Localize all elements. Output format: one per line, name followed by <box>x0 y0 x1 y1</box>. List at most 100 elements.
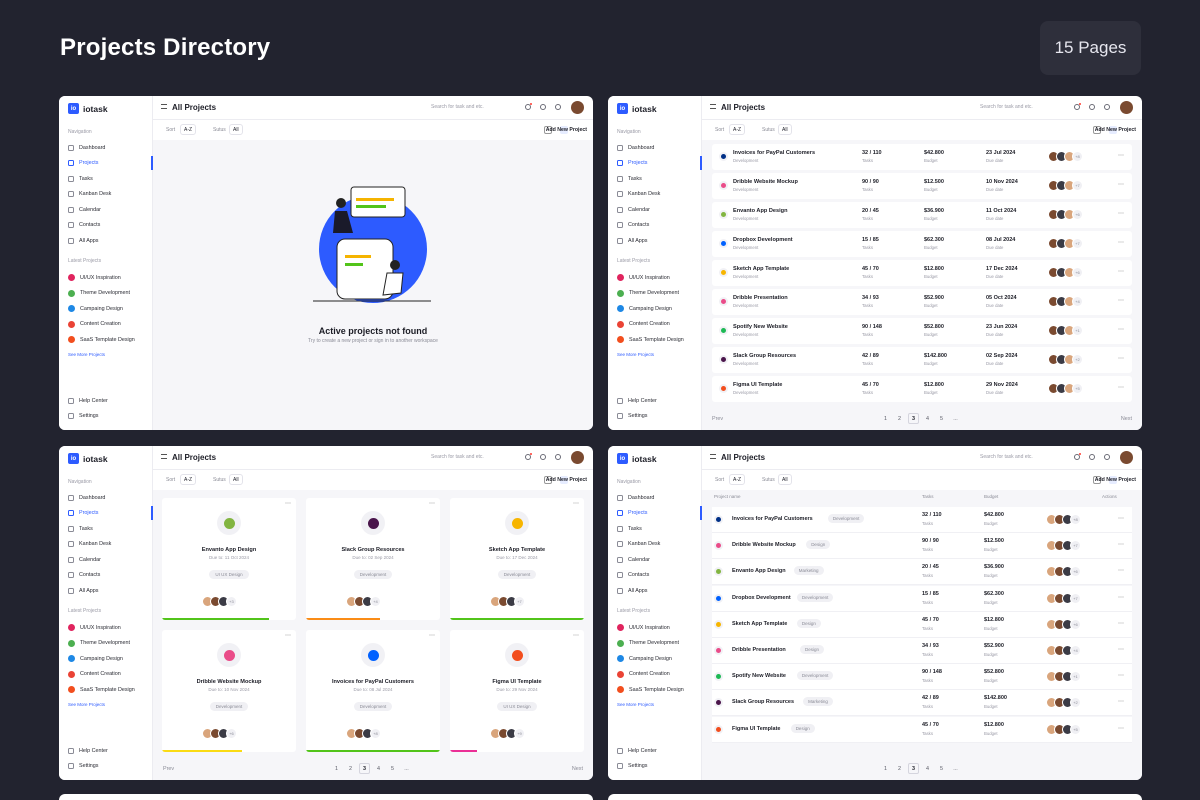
add-project-button[interactable]: Add New Project <box>543 124 587 135</box>
list-view-icon[interactable] <box>544 476 552 484</box>
page-number[interactable]: 1 <box>335 765 338 772</box>
bell-icon[interactable] <box>1074 104 1080 110</box>
latest-project-item[interactable]: Content Creation <box>617 669 701 680</box>
page-number[interactable]: 1 <box>884 415 887 422</box>
more-options-icon[interactable]: ⋯ <box>1118 568 1124 575</box>
project-row[interactable]: Dribble Website Mockup Development 90 / 90… <box>712 173 1132 199</box>
page-number[interactable]: ... <box>953 765 958 772</box>
avatar-group[interactable]: +6 <box>1048 209 1083 220</box>
sidebar-item-all-apps[interactable]: All Apps <box>68 235 152 246</box>
project-name[interactable]: Dribble Presentation <box>732 647 786 653</box>
page-number[interactable]: ... <box>404 765 409 772</box>
filter-icon[interactable] <box>555 454 561 460</box>
menu-icon[interactable] <box>161 104 167 109</box>
more-options-icon[interactable]: ⋯ <box>1118 211 1124 217</box>
project-card[interactable]: ⋯ Envanto App Design Due to: 11 Oct 2024 UI… <box>162 498 296 620</box>
see-more-link[interactable]: See More Projects <box>68 352 106 357</box>
status-select[interactable]: All <box>229 124 243 135</box>
search-input[interactable]: Search for task and etc. <box>980 454 1033 460</box>
more-options-icon[interactable]: ⋯ <box>1118 298 1124 304</box>
avatar-group[interactable]: +9 <box>490 728 525 739</box>
plus-circle-icon[interactable] <box>540 104 546 110</box>
search-input[interactable]: Search for task and etc. <box>431 454 484 460</box>
page-number[interactable]: 4 <box>926 765 929 772</box>
avatar-group[interactable]: +8 <box>346 728 381 739</box>
sidebar-item-settings[interactable]: Settings <box>68 410 152 421</box>
see-more-link[interactable]: See More Projects <box>68 702 106 707</box>
project-row[interactable]: Spotify New Website Development 90 / 148 Ta… <box>712 318 1132 344</box>
page-number[interactable]: 2 <box>898 415 901 422</box>
avatar-group[interactable]: +6 <box>1046 618 1081 630</box>
project-card[interactable]: ⋯ Slack Group Resources Due to: 02 Sep 202… <box>306 498 440 620</box>
more-options-icon[interactable]: ⋯ <box>285 501 291 507</box>
column-header-actions[interactable]: Actions <box>1102 494 1117 499</box>
search-input[interactable]: Search for task and etc. <box>431 104 484 110</box>
more-options-icon[interactable]: ⋯ <box>1118 182 1124 188</box>
latest-project-item[interactable]: Content Creation <box>617 319 701 330</box>
project-card[interactable]: ⋯ Figma UI Template Due to: 29 Nov 2024 UI … <box>450 630 584 752</box>
more-options-icon[interactable]: ⋯ <box>1118 516 1124 522</box>
sidebar-item-dashboard[interactable]: Dashboard <box>68 142 152 153</box>
project-name[interactable]: Envanto App Design <box>733 208 788 214</box>
sidebar-item-settings[interactable]: Settings <box>68 760 152 771</box>
latest-project-item[interactable]: Theme Development <box>617 288 701 299</box>
latest-project-item[interactable]: SaaS Template Design <box>68 684 152 695</box>
sidebar-item-projects[interactable]: Projects <box>617 155 702 170</box>
more-options-icon[interactable]: ⋯ <box>1118 542 1124 549</box>
list-view-icon[interactable] <box>1093 476 1101 484</box>
project-name[interactable]: Slack Group Resources <box>732 699 795 706</box>
latest-project-item[interactable]: SaaS Template Design <box>68 334 152 345</box>
sort-select[interactable]: A-Z <box>180 474 197 485</box>
list-view-icon[interactable] <box>1093 126 1101 134</box>
page-number[interactable]: 5 <box>940 415 943 422</box>
avatar-group[interactable]: +7 <box>1048 238 1083 249</box>
avatar-group[interactable]: +4 <box>1046 645 1081 656</box>
sidebar-item-calendar[interactable]: Calendar <box>68 204 152 215</box>
latest-project-item[interactable]: UI/UX Inspiration <box>68 272 152 283</box>
project-name[interactable]: Slack Group Resources <box>733 353 797 359</box>
more-options-icon[interactable]: ⋯ <box>285 633 291 639</box>
sidebar-item-projects[interactable]: Projects <box>68 505 153 520</box>
more-options-icon[interactable]: ⋯ <box>573 501 579 507</box>
latest-project-item[interactable]: Campaing Design <box>68 303 152 314</box>
project-name[interactable]: Invoices for PayPal Customers <box>733 150 816 156</box>
more-options-icon[interactable]: ⋯ <box>1118 647 1124 653</box>
sort-select[interactable]: A-Z <box>729 474 746 485</box>
sidebar-item-tasks[interactable]: Tasks <box>617 173 701 184</box>
latest-project-item[interactable]: UI/UX Inspiration <box>68 622 152 633</box>
sidebar-item-all-apps[interactable]: All Apps <box>617 585 701 596</box>
page-number[interactable]: 3 <box>908 413 919 424</box>
add-project-button[interactable]: Add New Project <box>1092 474 1136 485</box>
logo[interactable]: io iotask <box>68 103 108 114</box>
project-card[interactable]: ⋯ Dribble Website Mockup Due to: 10 Nov 20… <box>162 630 296 752</box>
sidebar-item-kanban-desk[interactable]: Kanban Desk <box>68 539 152 550</box>
avatar-group[interactable]: +6 <box>1048 267 1083 278</box>
project-name[interactable]: Figma UI Template <box>732 725 781 732</box>
status-select[interactable]: All <box>778 124 792 135</box>
project-card[interactable]: ⋯ Invoices for PayPal Customers Due to: 08… <box>306 630 440 752</box>
user-avatar[interactable] <box>571 451 584 464</box>
table-row[interactable]: Envanto App Design Marketing 20 / 45 Tasks $… <box>712 559 1132 586</box>
project-row[interactable]: Figma UI Template Development 45 / 70 Tasks… <box>712 376 1132 402</box>
avatar-group[interactable]: +7 <box>1046 592 1081 604</box>
project-row[interactable]: Sketch App Template Development 45 / 70 Tas… <box>712 260 1132 286</box>
page-number[interactable]: 1 <box>884 765 887 772</box>
logo[interactable]: io iotask <box>617 103 657 114</box>
prev-page-link[interactable]: Prev <box>163 766 175 772</box>
next-page-link[interactable]: Next <box>571 766 583 772</box>
search-input[interactable]: Search for task and etc. <box>980 104 1033 110</box>
page-number[interactable]: 2 <box>898 765 901 772</box>
filter-icon[interactable] <box>1104 104 1110 110</box>
latest-project-item[interactable]: UI/UX Inspiration <box>617 272 701 283</box>
user-avatar[interactable] <box>1120 451 1133 464</box>
project-name[interactable]: Invoices for PayPal Customers <box>732 516 813 522</box>
more-options-icon[interactable]: ⋯ <box>429 501 435 507</box>
project-name[interactable]: Spotify New Website <box>732 673 786 680</box>
sidebar-item-contacts[interactable]: Contacts <box>617 570 701 581</box>
sidebar-item-contacts[interactable]: Contacts <box>68 570 152 581</box>
menu-icon[interactable] <box>710 454 716 459</box>
plus-circle-icon[interactable] <box>1089 104 1095 110</box>
latest-project-item[interactable]: SaaS Template Design <box>617 684 701 695</box>
avatar-group[interactable]: +8 <box>1048 151 1083 162</box>
menu-icon[interactable] <box>710 104 716 109</box>
